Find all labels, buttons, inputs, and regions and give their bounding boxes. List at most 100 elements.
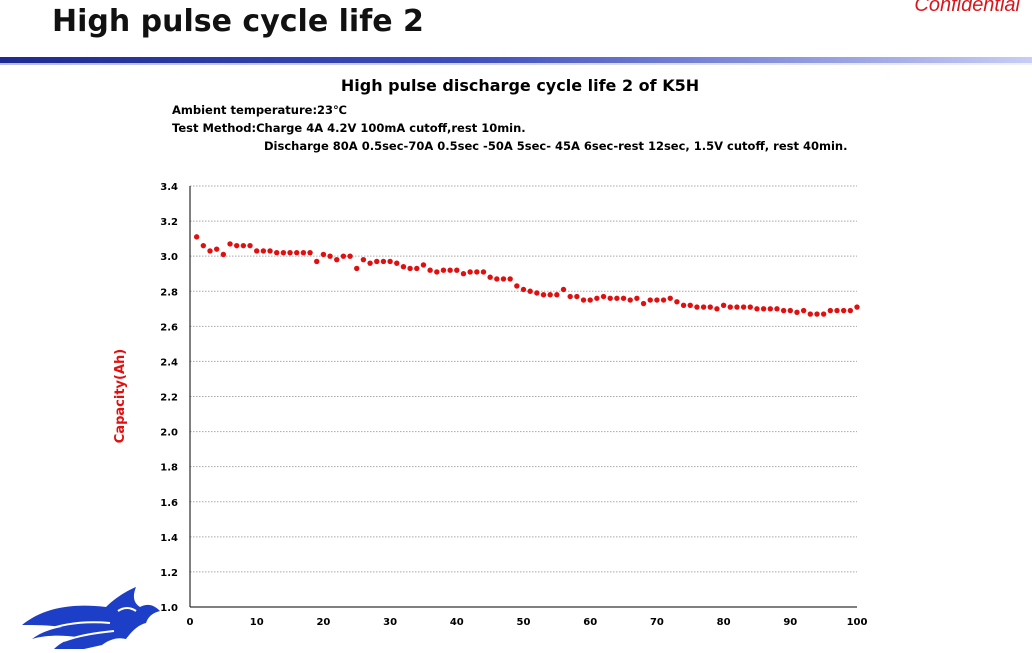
data-point — [620, 295, 627, 301]
data-point — [487, 274, 493, 280]
x-tick-label: 30 — [383, 617, 397, 628]
data-point — [834, 307, 840, 314]
x-tick-label: 100 — [847, 617, 868, 628]
data-point — [787, 307, 793, 314]
data-point — [347, 253, 353, 259]
data-point — [280, 249, 287, 256]
data-point — [827, 307, 834, 314]
data-point — [220, 251, 227, 258]
data-point — [820, 311, 827, 317]
data-point — [394, 260, 400, 266]
y-tick-label: 1.4 — [160, 533, 178, 544]
data-point — [760, 306, 767, 312]
data-point — [494, 276, 500, 282]
data-point — [294, 249, 300, 256]
data-point — [600, 293, 607, 300]
data-point — [687, 302, 693, 308]
data-point — [700, 304, 707, 310]
data-point — [634, 295, 640, 301]
data-point — [507, 276, 513, 282]
data-point — [213, 246, 220, 252]
data-point — [587, 297, 593, 303]
dragon-logo-icon — [14, 585, 179, 653]
data-point — [314, 258, 320, 265]
data-point — [460, 271, 467, 277]
data-point — [667, 295, 673, 301]
data-point — [500, 276, 507, 282]
data-point — [354, 265, 360, 272]
data-point — [254, 248, 260, 254]
y-tick-label: 3.2 — [160, 217, 178, 228]
title-divider — [0, 57, 1032, 63]
data-point — [660, 297, 667, 303]
confidential-label: Confidential — [914, 0, 1020, 16]
data-point — [654, 297, 660, 303]
data-point — [274, 249, 280, 256]
data-point — [207, 248, 213, 254]
data-point — [554, 292, 560, 298]
data-point — [400, 263, 407, 270]
data-point — [374, 258, 380, 265]
data-point — [434, 269, 440, 275]
data-point — [714, 306, 720, 312]
data-point — [734, 304, 740, 310]
data-point — [754, 306, 760, 312]
data-point — [380, 258, 387, 265]
data-point — [527, 288, 533, 294]
data-point — [547, 292, 553, 298]
y-tick-label: 3.0 — [160, 252, 178, 263]
data-point — [674, 299, 680, 305]
y-tick-label: 2.8 — [160, 287, 178, 298]
x-tick-label: 70 — [650, 617, 664, 628]
data-point — [407, 265, 413, 272]
x-tick-label: 90 — [783, 617, 797, 628]
data-point — [707, 304, 713, 310]
slide-title: High pulse cycle life 2 — [52, 4, 424, 39]
data-point — [514, 283, 520, 289]
data-point — [327, 253, 333, 259]
data-point — [420, 262, 427, 268]
data-point — [414, 265, 420, 272]
y-tick-label: 3.4 — [160, 182, 178, 193]
data-point — [360, 256, 367, 263]
y-tick-label: 1.6 — [160, 498, 178, 509]
data-point — [247, 242, 253, 249]
data-point — [440, 267, 447, 273]
data-point — [694, 304, 700, 310]
data-point — [467, 269, 473, 275]
data-point — [840, 307, 847, 314]
chart-title: High pulse discharge cycle life 2 of K5H — [340, 76, 700, 95]
test-method-note: Test Method:Charge 4A 4.2V 100mA cutoff,… — [172, 121, 526, 135]
discharge-note: Discharge 80A 0.5sec-70A 0.5sec -50A 5se… — [264, 139, 848, 153]
data-point — [854, 304, 860, 310]
data-point — [387, 258, 393, 265]
x-tick-label: 50 — [517, 617, 531, 628]
data-point — [727, 304, 733, 310]
data-point — [780, 307, 787, 314]
data-point — [320, 251, 327, 258]
data-point — [193, 234, 200, 240]
data-point — [767, 306, 773, 312]
x-tick-label: 20 — [316, 617, 330, 628]
data-point — [580, 297, 587, 303]
data-point — [814, 311, 820, 317]
data-point — [680, 302, 687, 308]
data-point — [774, 306, 780, 312]
data-point — [627, 297, 633, 303]
data-point — [427, 267, 433, 273]
data-point — [720, 302, 727, 308]
data-point — [534, 290, 540, 296]
data-point — [607, 295, 613, 301]
data-point — [794, 309, 800, 315]
data-point — [200, 242, 207, 249]
y-tick-label: 2.6 — [160, 322, 178, 333]
data-point — [740, 304, 747, 310]
x-tick-label: 10 — [250, 617, 264, 628]
data-point — [474, 269, 480, 275]
ambient-temperature-note: Ambient temperature:23℃ — [172, 103, 347, 117]
data-point — [614, 295, 620, 301]
y-tick-label: 2.0 — [160, 428, 178, 439]
data-point — [480, 269, 487, 275]
y-tick-label: 2.2 — [160, 393, 178, 404]
data-point — [574, 293, 580, 300]
